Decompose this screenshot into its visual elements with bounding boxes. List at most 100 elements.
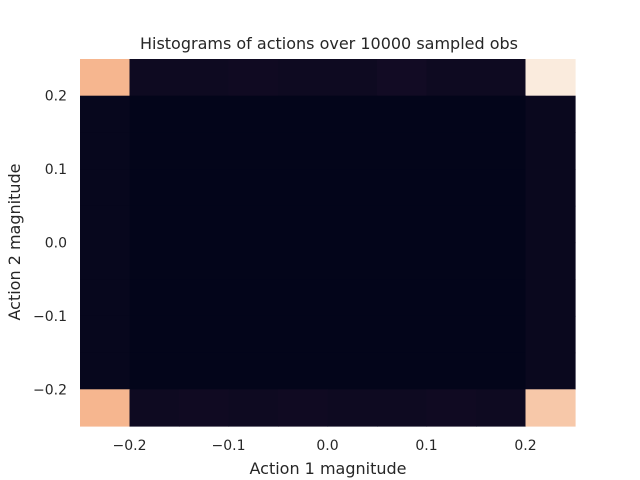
heatmap-cell <box>426 169 477 207</box>
heatmap-cell <box>327 315 378 354</box>
heatmap-cell <box>179 169 230 207</box>
y-tick-label: 0.2 <box>45 89 67 105</box>
x-tick-label: 0.1 <box>415 438 437 454</box>
y-tick-label: −0.1 <box>33 309 67 325</box>
heatmap-cell <box>476 242 527 280</box>
y-axis-title: Action 2 magnitude <box>5 163 24 320</box>
heatmap-cell <box>426 95 477 133</box>
heatmap-cell <box>80 95 131 133</box>
heatmap-cell <box>476 279 527 317</box>
heatmap-cell <box>228 389 279 427</box>
heatmap-cell <box>377 59 428 97</box>
heatmap-cell <box>426 132 477 170</box>
heatmap-cell <box>327 59 378 97</box>
heatmap-cell <box>80 242 131 280</box>
heatmap-cell <box>525 389 576 427</box>
heatmap-cell <box>525 205 576 244</box>
heatmap-cell <box>278 169 329 207</box>
heatmap-cell <box>228 352 279 390</box>
heatmap-cell <box>525 242 576 280</box>
heatmap-cell <box>377 352 428 390</box>
heatmap-cell <box>228 169 279 207</box>
heatmap-cell <box>179 242 230 280</box>
heatmap-cell <box>278 95 329 133</box>
heatmap-cell <box>377 315 428 354</box>
heatmap-cell <box>80 279 131 317</box>
heatmap-cell <box>476 169 527 207</box>
heatmap-cell <box>129 59 180 97</box>
heatmap-cell <box>426 205 477 244</box>
heatmap-cell <box>80 59 131 97</box>
x-axis-title: Action 1 magnitude <box>249 459 406 478</box>
heatmap-cell <box>278 315 329 354</box>
heatmap-cell <box>476 352 527 390</box>
heatmap-cell <box>228 242 279 280</box>
heatmap-cell <box>228 95 279 133</box>
heatmap-cell <box>129 315 180 354</box>
heatmap-cell <box>327 95 378 133</box>
y-tick-label: −0.2 <box>33 382 67 398</box>
heatmap-cell <box>476 95 527 133</box>
heatmap-cell <box>228 59 279 97</box>
heatmap-cell <box>426 242 477 280</box>
chart-title: Histograms of actions over 10000 sampled… <box>140 34 518 53</box>
heatmap-cell <box>426 279 477 317</box>
heatmap-cell <box>377 389 428 427</box>
heatmap-cell <box>179 95 230 133</box>
heatmap-cell <box>129 169 180 207</box>
heatmap-cell <box>327 279 378 317</box>
heatmap-cell <box>476 205 527 244</box>
heatmap-cell <box>426 389 477 427</box>
heatmap-cell <box>525 352 576 390</box>
heatmap-cell <box>525 59 576 97</box>
heatmap-cell <box>228 279 279 317</box>
y-tick-labels: −0.2 −0.1 0.0 0.1 0.2 <box>33 89 67 399</box>
heatmap-cell <box>525 315 576 354</box>
heatmap-cell <box>80 169 131 207</box>
heatmap-cell <box>377 242 428 280</box>
heatmap-cells <box>80 59 576 427</box>
heatmap-cell <box>327 169 378 207</box>
y-tick-label: 0.0 <box>45 236 67 252</box>
heatmap-cell <box>179 59 230 97</box>
x-tick-label: 0.0 <box>316 438 338 454</box>
heatmap-cell <box>129 279 180 317</box>
heatmap-cell <box>80 389 131 427</box>
heatmap-cell <box>278 59 329 97</box>
heatmap-cell <box>129 132 180 170</box>
heatmap-cell <box>80 205 131 244</box>
heatmap-cell <box>80 315 131 354</box>
heatmap-cell <box>426 352 477 390</box>
heatmap-cell <box>80 352 131 390</box>
heatmap-cell <box>278 132 329 170</box>
heatmap-cell <box>377 205 428 244</box>
heatmap-cell <box>129 242 180 280</box>
heatmap-cell <box>327 352 378 390</box>
heatmap-cell <box>179 132 230 170</box>
heatmap-cell <box>377 169 428 207</box>
heatmap-cell <box>327 389 378 427</box>
heatmap-cell <box>525 169 576 207</box>
heatmap-cell <box>129 205 180 244</box>
heatmap-cell <box>426 59 477 97</box>
heatmap-cell <box>476 389 527 427</box>
x-tick-label: −0.2 <box>113 438 147 454</box>
x-tick-label: 0.2 <box>514 438 536 454</box>
heatmap-cell <box>525 132 576 170</box>
heatmap-cell <box>179 315 230 354</box>
heatmap-cell <box>278 279 329 317</box>
heatmap-cell <box>228 315 279 354</box>
heatmap-cell <box>80 132 131 170</box>
heatmap-cell <box>327 132 378 170</box>
heatmap-cell <box>377 279 428 317</box>
heatmap-cell <box>327 242 378 280</box>
x-tick-label: −0.1 <box>212 438 246 454</box>
heatmap-cell <box>476 132 527 170</box>
heatmap-cell <box>228 205 279 244</box>
heatmap-cell <box>278 352 329 390</box>
y-tick-label: 0.1 <box>45 162 67 178</box>
heatmap-cell <box>278 389 329 427</box>
heatmap-cell <box>278 242 329 280</box>
heatmap-cell <box>179 279 230 317</box>
